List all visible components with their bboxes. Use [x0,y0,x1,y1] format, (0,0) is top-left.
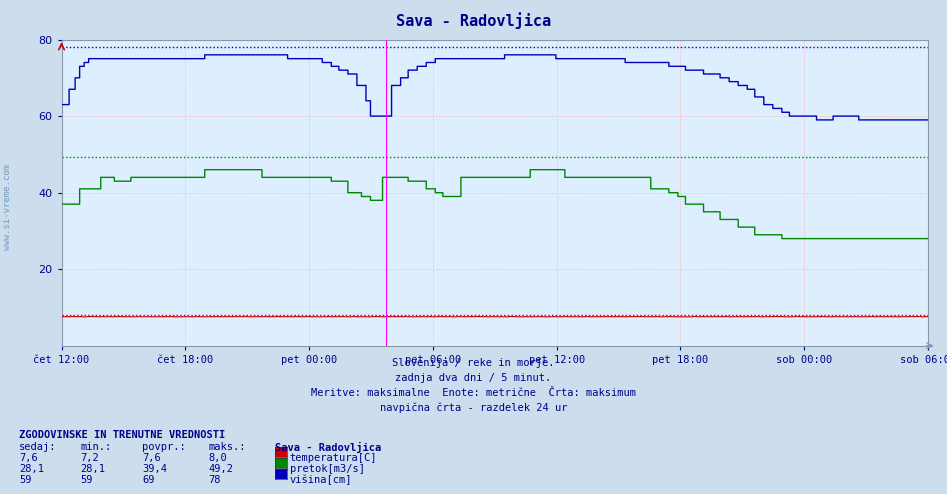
Text: 28,1: 28,1 [80,464,105,474]
Text: 7,6: 7,6 [142,453,161,463]
Text: 49,2: 49,2 [208,464,233,474]
Text: povpr.:: povpr.: [142,442,186,452]
Text: sedaj:: sedaj: [19,442,57,452]
Text: min.:: min.: [80,442,112,452]
Text: Meritve: maksimalne  Enote: metrične  Črta: maksimum: Meritve: maksimalne Enote: metrične Črta… [311,388,636,398]
Text: 28,1: 28,1 [19,464,44,474]
Text: 39,4: 39,4 [142,464,167,474]
Text: 59: 59 [80,475,93,485]
Text: Sava - Radovljica: Sava - Radovljica [396,12,551,29]
Text: navpična črta - razdelek 24 ur: navpična črta - razdelek 24 ur [380,403,567,413]
Text: ZGODOVINSKE IN TRENUTNE VREDNOSTI: ZGODOVINSKE IN TRENUTNE VREDNOSTI [19,430,225,440]
Text: zadnja dva dni / 5 minut.: zadnja dva dni / 5 minut. [396,373,551,383]
Text: 8,0: 8,0 [208,453,227,463]
Text: www.si-vreme.com: www.si-vreme.com [3,165,12,250]
Text: 7,6: 7,6 [19,453,38,463]
Text: 78: 78 [208,475,221,485]
Text: 7,2: 7,2 [80,453,99,463]
Text: temperatura[C]: temperatura[C] [290,453,377,463]
Text: 59: 59 [19,475,31,485]
Text: višina[cm]: višina[cm] [290,475,352,485]
Text: maks.:: maks.: [208,442,246,452]
Text: 69: 69 [142,475,154,485]
Text: Sava - Radovljica: Sava - Radovljica [275,442,381,453]
Text: pretok[m3/s]: pretok[m3/s] [290,464,365,474]
Text: Slovenija / reke in morje.: Slovenija / reke in morje. [392,358,555,368]
